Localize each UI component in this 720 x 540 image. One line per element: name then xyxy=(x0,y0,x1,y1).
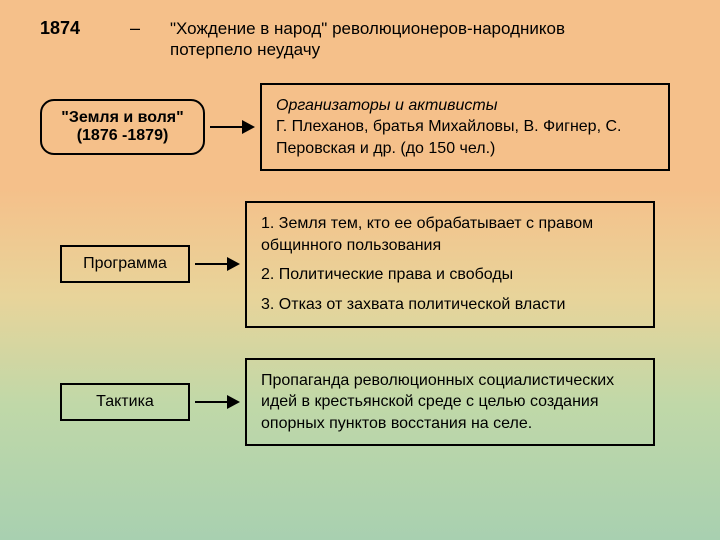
tactics-text: Пропаганда революционных социалистически… xyxy=(261,370,639,435)
tactics-label: Тактика xyxy=(96,393,154,410)
org-ital: Организаторы и активисты xyxy=(276,95,654,117)
tactics-right-box: Пропаганда революционных социалистически… xyxy=(245,358,655,447)
arrow-org xyxy=(205,118,260,136)
arrow-tactics xyxy=(190,393,245,411)
row-program: Программа 1. Земля тем, кто ее обрабатыв… xyxy=(60,201,692,327)
arrow-icon xyxy=(210,118,255,136)
org-years: (1876 -1879) xyxy=(56,127,189,145)
row1-text: "Хождение в народ" революционеров-народн… xyxy=(170,18,590,61)
program-item-1: 1. Земля тем, кто ее обрабатывает с прав… xyxy=(261,213,639,256)
org-people: Г. Плеханов, братья Михайловы, В. Фигнер… xyxy=(276,116,654,159)
arrow-icon xyxy=(195,255,240,273)
row-tactics: Тактика Пропаганда революционных социали… xyxy=(60,358,692,447)
diagram-content: 1874 – "Хождение в народ" революционеров… xyxy=(0,0,720,540)
arrow-icon xyxy=(195,393,240,411)
row-1874: 1874 – "Хождение в народ" революционеров… xyxy=(40,18,692,61)
row-org: "Земля и воля" (1876 -1879) Организаторы… xyxy=(40,83,692,172)
org-title-box: "Земля и воля" (1876 -1879) xyxy=(40,99,205,155)
program-right-box: 1. Земля тем, кто ее обрабатывает с прав… xyxy=(245,201,655,327)
year-label: 1874 xyxy=(40,18,130,39)
program-label: Программа xyxy=(83,255,167,272)
program-label-box: Программа xyxy=(60,245,190,283)
arrow-program xyxy=(190,255,245,273)
program-item-2: 2. Политические права и свободы xyxy=(261,264,639,286)
org-name: "Земля и воля" xyxy=(56,109,189,127)
dash: – xyxy=(130,18,170,39)
program-item-3: 3. Отказ от захвата политической власти xyxy=(261,294,639,316)
org-right-box: Организаторы и активисты Г. Плеханов, бр… xyxy=(260,83,670,172)
tactics-label-box: Тактика xyxy=(60,383,190,421)
